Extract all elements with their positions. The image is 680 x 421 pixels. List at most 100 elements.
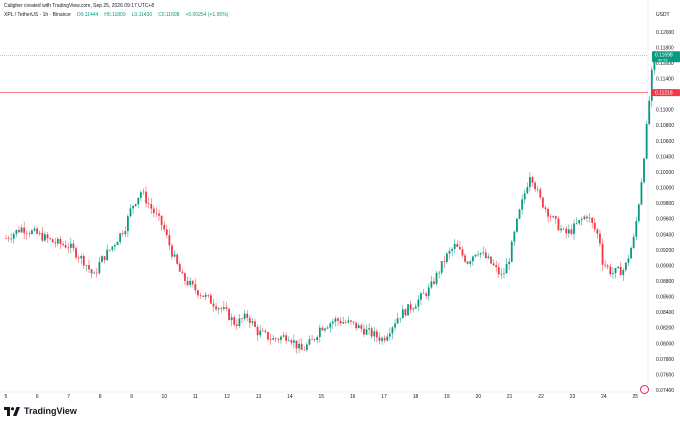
x-tick-label: 25 — [633, 394, 639, 400]
candle-body — [124, 231, 127, 235]
x-tick-label: 19 — [444, 394, 450, 400]
candle-body — [451, 248, 454, 251]
candle-body — [51, 239, 54, 243]
currency-label: USDT — [656, 12, 670, 18]
candle-body — [505, 264, 508, 274]
candle-body — [75, 248, 77, 258]
candle-body — [202, 295, 205, 297]
candle-body — [547, 208, 549, 217]
candle-body — [318, 327, 321, 337]
candle-body — [412, 308, 415, 310]
candle-body — [567, 229, 570, 234]
candle-body — [430, 281, 433, 288]
candle-body — [339, 320, 342, 324]
candle-body — [246, 313, 249, 318]
candle-body — [116, 241, 119, 246]
candle-body — [357, 325, 360, 329]
candle-body — [378, 337, 381, 341]
candle-body — [225, 307, 228, 309]
candle-body — [578, 220, 581, 224]
candle-body — [127, 216, 129, 232]
candle-body — [573, 223, 575, 234]
candle-body — [539, 189, 542, 198]
candle-body — [199, 295, 202, 296]
candle-body — [290, 340, 293, 343]
candle-body — [163, 224, 166, 230]
candle-body — [134, 204, 137, 206]
candle-body — [305, 344, 308, 350]
candle-body — [492, 263, 495, 266]
candle-body — [142, 191, 145, 193]
candle-body — [280, 336, 282, 340]
candle-body — [158, 213, 160, 216]
candle-body — [173, 254, 176, 257]
candle-body — [363, 328, 365, 335]
candle-body — [630, 247, 632, 259]
x-tick-label: 20 — [476, 394, 482, 400]
candle-body — [435, 272, 438, 284]
candle-body — [388, 333, 391, 337]
candle-body — [396, 318, 399, 324]
x-tick-label: 14 — [287, 394, 293, 400]
tradingview-mark-icon — [4, 406, 20, 416]
high-value: H0.11800 — [104, 12, 126, 18]
candle-body — [25, 233, 28, 234]
candle-body — [453, 243, 456, 249]
candle-body — [497, 267, 500, 275]
y-tick-label: 0.07600 — [656, 372, 674, 378]
y-tick-label: 0.11600 — [656, 61, 674, 67]
candle-body — [604, 264, 607, 266]
candle-body — [391, 327, 394, 334]
symbol-label: XPL / TetherUS · 1h · Binance — [4, 12, 71, 18]
candle-body — [56, 238, 59, 244]
candle-body — [77, 257, 80, 259]
x-tick-label: 13 — [256, 394, 262, 400]
candle-body — [150, 204, 153, 209]
candle-body — [368, 328, 371, 330]
candle-body — [95, 272, 98, 274]
settings-icon[interactable] — [640, 385, 649, 394]
candle-body — [529, 177, 531, 188]
line-price-tag — [652, 89, 680, 97]
candle-body — [28, 233, 31, 235]
candle-body — [516, 218, 518, 232]
candle-body — [479, 253, 482, 255]
candle-body — [36, 228, 39, 234]
candle-body — [583, 216, 586, 220]
close-value: C0.11698 — [158, 12, 180, 18]
y-tick-label: 0.08600 — [656, 295, 674, 301]
candle-body — [67, 247, 70, 249]
x-tick-label: 10 — [162, 394, 168, 400]
x-tick-label: 11 — [193, 394, 198, 400]
candle-body — [155, 213, 158, 214]
candle-body — [326, 327, 329, 329]
candle-body — [184, 273, 186, 282]
candle-body — [129, 208, 132, 217]
candle-body — [503, 273, 505, 275]
x-tick-label: 22 — [538, 394, 544, 400]
y-tick-label: 0.09800 — [656, 201, 674, 207]
candle-body — [23, 227, 26, 234]
candle-body — [303, 349, 306, 351]
x-tick-label: 7 — [67, 394, 70, 400]
candle-body — [593, 222, 596, 230]
candle-body — [88, 265, 90, 270]
candle-body — [588, 217, 591, 219]
candle-body — [643, 158, 645, 183]
candle-body — [101, 256, 103, 263]
candle-body — [599, 233, 601, 244]
candle-body — [119, 233, 122, 242]
candle-body — [212, 303, 215, 307]
candle-body — [562, 228, 565, 230]
candle-body — [282, 335, 285, 337]
candle-body — [329, 323, 332, 328]
candle-body — [222, 307, 225, 309]
candle-body — [168, 235, 171, 246]
candle-body — [482, 252, 485, 254]
candle-body — [44, 234, 46, 241]
candle-body — [186, 281, 189, 285]
candle-body — [461, 249, 464, 256]
y-tick-label: 0.11800 — [656, 45, 674, 51]
candle-body — [41, 232, 44, 241]
